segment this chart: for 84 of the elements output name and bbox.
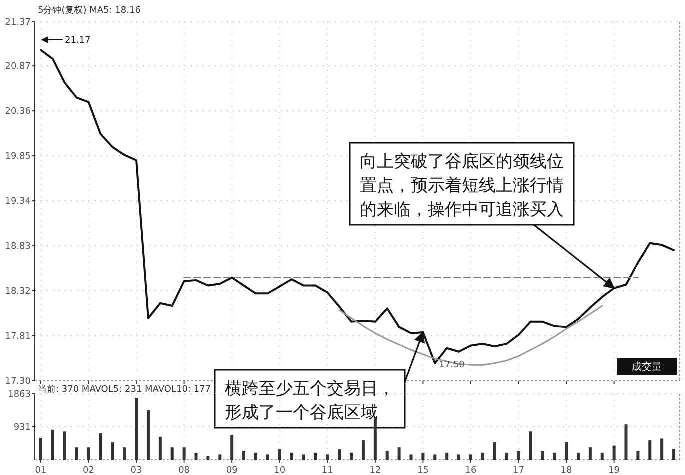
bar	[302, 454, 306, 460]
bar	[672, 449, 676, 460]
x-tick-label: 12	[370, 466, 382, 475]
x-tick-label: 09	[226, 466, 238, 475]
x-tick-label: 15	[417, 466, 429, 475]
bar	[410, 454, 413, 460]
bar	[481, 452, 484, 460]
bar	[517, 451, 520, 460]
y-tick-label: 17.30	[5, 377, 32, 387]
y-tick-label: 20.87	[5, 62, 31, 72]
x-tick-label: 02	[83, 466, 94, 475]
bar	[398, 448, 401, 460]
x-tick-label: 18	[560, 466, 573, 475]
bar	[386, 451, 389, 460]
bar	[446, 452, 449, 460]
bar	[254, 452, 258, 460]
bar	[99, 433, 102, 460]
bar	[458, 454, 461, 460]
bar	[194, 452, 198, 460]
bar	[624, 424, 628, 460]
y-tick-label: 19.34	[5, 197, 32, 208]
bar	[146, 410, 150, 460]
bar	[206, 456, 210, 460]
bar	[362, 440, 365, 460]
y-tick-label: 19.85	[5, 152, 31, 162]
bar	[75, 448, 78, 460]
bar	[290, 452, 294, 460]
chart-title: 当前: 370 MAVOL5: 231 MAVOL10: 177	[38, 384, 211, 395]
y-tick-label: 1863	[8, 390, 31, 400]
bar	[278, 449, 282, 460]
bar	[39, 438, 42, 460]
bar	[87, 448, 90, 460]
bar	[326, 454, 330, 460]
bar	[218, 454, 222, 460]
bar	[135, 398, 138, 460]
bar	[529, 432, 532, 460]
x-tick-label: 11	[322, 466, 334, 475]
line-series	[338, 305, 604, 366]
x-tick-label: 10	[274, 466, 286, 475]
bar	[648, 440, 652, 460]
x-tick-label: 03	[130, 466, 142, 475]
bar	[158, 436, 162, 460]
y-tick-label: 18.32	[5, 287, 31, 298]
x-tick-label: 08	[178, 466, 190, 475]
bar	[600, 452, 604, 460]
y-tick-label: 21.37	[5, 18, 31, 28]
bar	[553, 452, 556, 460]
bar	[182, 448, 186, 460]
bar	[350, 452, 354, 460]
x-tick-label: 16	[465, 466, 477, 475]
bar	[170, 448, 174, 460]
bar	[493, 442, 496, 460]
bar	[505, 452, 508, 460]
annotation: 成交量	[632, 361, 662, 373]
bar	[541, 451, 544, 460]
bar	[266, 454, 270, 460]
bar	[588, 448, 592, 460]
bar	[660, 438, 664, 460]
y-tick-label: 20.36	[5, 107, 32, 118]
x-tick-label: 17	[513, 466, 524, 475]
x-tick-label: 01	[35, 466, 47, 475]
bar	[123, 448, 126, 460]
bar	[422, 452, 425, 460]
bar	[565, 442, 568, 460]
y-tick-label: 17.81	[5, 332, 31, 342]
bar	[469, 454, 472, 460]
bar	[63, 432, 66, 460]
y-tick-label: 18.83	[5, 242, 31, 252]
bar	[314, 452, 318, 460]
bar	[111, 442, 114, 460]
bar	[612, 446, 616, 460]
bar	[576, 452, 580, 460]
annotation: 向上突破了谷底区的颈线位置点，预示着短线上涨行情的来临，操作中可追涨买入	[360, 152, 564, 220]
annotation: 17.50	[439, 360, 466, 370]
chart-title: 5分钟(复权) MA5: 18.16	[38, 5, 142, 16]
bar	[242, 451, 246, 460]
bar	[51, 430, 54, 460]
y-tick-label: 931	[14, 423, 31, 434]
bar	[230, 435, 234, 460]
annotation: 21.17	[64, 36, 91, 46]
x-tick-label: 19	[608, 466, 620, 475]
bar	[636, 451, 640, 460]
bar	[434, 454, 437, 460]
bar	[338, 449, 342, 460]
